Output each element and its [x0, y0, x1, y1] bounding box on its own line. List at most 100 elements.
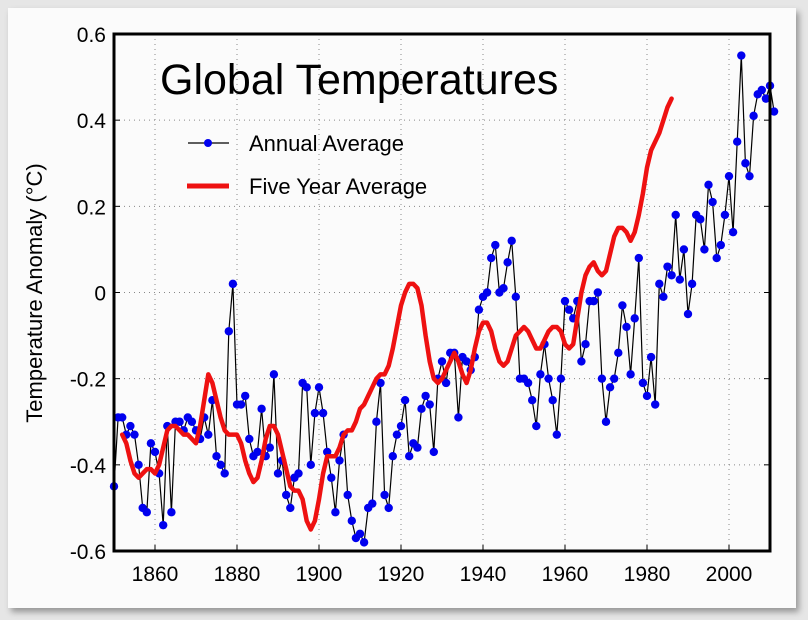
- annual-data-point: [441, 378, 451, 388]
- annual-data-point: [294, 469, 303, 478]
- annual-data-point: [359, 538, 369, 547]
- annual-data-point: [708, 197, 717, 207]
- annual-data-point: [265, 443, 274, 452]
- annual-data-point: [745, 171, 754, 181]
- annual-data-point: [376, 378, 385, 388]
- annual-data-point: [700, 245, 709, 254]
- annual-data-point: [482, 288, 492, 297]
- y-tick-label: -0.4: [70, 455, 107, 478]
- annual-data-point: [487, 253, 496, 263]
- annual-data-point: [577, 357, 586, 366]
- annual-data-point: [167, 508, 176, 517]
- legend: Annual Average Five Year Average: [187, 131, 427, 199]
- x-tick-label: 1980: [624, 563, 671, 586]
- annual-data-point: [720, 210, 730, 220]
- annual-data-point: [429, 447, 438, 457]
- annual-data-point: [175, 417, 184, 426]
- annual-data-point: [728, 227, 738, 237]
- y-tick-label: -0.2: [70, 369, 106, 392]
- annual-data-point: [532, 421, 541, 431]
- x-tick-label: 1920: [378, 563, 425, 586]
- annual-data-point: [601, 417, 611, 426]
- annual-data-point: [241, 391, 250, 401]
- annual-data-point: [741, 159, 750, 168]
- five-year-average-series: [119, 96, 674, 532]
- annual-data-point: [716, 240, 725, 250]
- annual-data-point: [671, 210, 680, 220]
- annual-data-point: [642, 391, 652, 401]
- annual-data-point: [683, 309, 693, 319]
- annual-data-point: [302, 383, 311, 392]
- annual-data-point: [327, 473, 336, 482]
- annual-data-point: [597, 374, 607, 383]
- annual-data-point: [622, 322, 631, 332]
- y-tick-label: 0.6: [77, 24, 106, 47]
- annual-data-point: [286, 503, 295, 513]
- y-tick-label: 0.2: [77, 196, 106, 219]
- annual-data-point: [318, 408, 328, 418]
- annual-data-point: [425, 400, 434, 409]
- legend-smooth-label: Five Year Average: [249, 174, 427, 199]
- annual-data-point: [310, 408, 320, 418]
- annual-data-point: [528, 396, 537, 405]
- annual-data-point: [335, 456, 344, 465]
- annual-data-point: [126, 421, 135, 431]
- annual-data-point: [536, 370, 545, 379]
- annual-average-series: [109, 51, 779, 547]
- y-tick-label: 0.4: [77, 110, 107, 133]
- annual-data-point: [552, 430, 561, 439]
- annual-data-point: [212, 452, 221, 461]
- annual-data-point: [618, 301, 627, 310]
- x-tick-label: 1940: [460, 563, 507, 586]
- annual-data-point: [749, 111, 758, 121]
- annual-data-point: [696, 215, 705, 224]
- annual-data-point: [118, 413, 127, 422]
- annual-data-point: [548, 396, 557, 405]
- annual-data-point: [355, 529, 365, 538]
- annual-data-point: [646, 352, 656, 362]
- annual-data-point: [216, 460, 225, 470]
- annual-data-point: [712, 253, 721, 263]
- annual-data-point: [400, 396, 410, 405]
- annual-data-point: [269, 370, 279, 379]
- annual-data-point: [675, 275, 684, 284]
- annual-data-point: [737, 51, 746, 60]
- annual-data-point: [511, 292, 520, 302]
- annual-data-point: [593, 288, 602, 297]
- annual-data-point: [560, 296, 570, 306]
- annual-data-point: [257, 404, 266, 414]
- annual-data-point: [413, 443, 422, 452]
- annual-data-point: [437, 357, 447, 366]
- annual-data-point: [704, 180, 713, 189]
- annual-data-point: [589, 296, 598, 306]
- annual-data-point: [474, 305, 484, 314]
- annual-data-point: [507, 236, 516, 245]
- legend-annual-marker: [204, 139, 212, 147]
- annual-data-point: [417, 404, 426, 414]
- annual-data-point: [405, 452, 414, 461]
- annual-data-point: [638, 378, 648, 388]
- five-year-average-line: [119, 96, 674, 532]
- annual-data-point: [651, 400, 660, 409]
- annual-data-point: [733, 137, 742, 146]
- annual-data-point: [556, 374, 566, 383]
- annual-data-point: [605, 383, 615, 392]
- legend-annual-label: Annual Average: [249, 131, 404, 156]
- annual-data-point: [159, 520, 168, 530]
- y-tick-label: -0.6: [70, 541, 106, 564]
- annual-data-point: [769, 107, 779, 116]
- annual-data-point: [610, 374, 619, 383]
- annual-data-point: [282, 490, 291, 500]
- annual-data-point: [224, 327, 233, 336]
- annual-data-point: [421, 391, 430, 401]
- x-tick-label: 1860: [132, 563, 179, 586]
- annual-data-point: [372, 417, 381, 426]
- annual-data-point: [503, 258, 512, 267]
- x-tick-label: 2000: [706, 563, 753, 586]
- annual-data-point: [273, 469, 283, 478]
- annual-data-point: [491, 240, 500, 250]
- annual-data-point: [368, 499, 377, 508]
- x-tick-label: 1880: [214, 563, 261, 586]
- x-tick-label: 1960: [542, 563, 589, 586]
